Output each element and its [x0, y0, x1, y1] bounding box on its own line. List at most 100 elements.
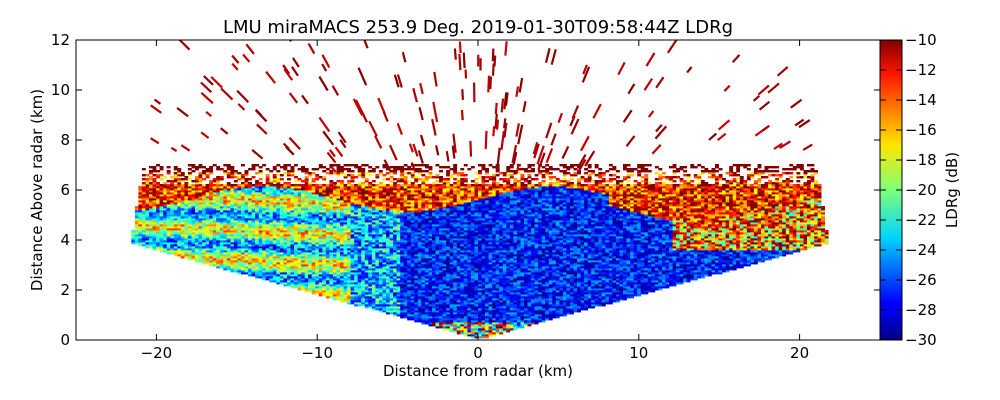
- heat-cell: [308, 272, 313, 275]
- heat-cell: [279, 190, 284, 193]
- heat-cell: [173, 188, 178, 191]
- heat-cell: [138, 208, 143, 211]
- heat-cell: [279, 250, 284, 253]
- heat-cell: [354, 192, 359, 195]
- heat-cell: [375, 270, 380, 273]
- heat-cell: [226, 268, 231, 271]
- heat-cell: [219, 264, 224, 267]
- heat-cell: [304, 170, 309, 173]
- heat-cell: [354, 238, 359, 241]
- heat-cell: [308, 274, 313, 277]
- heat-cell: [403, 190, 408, 193]
- heat-cell: [290, 218, 295, 221]
- heat-cell: [378, 248, 383, 251]
- heat-cell: [333, 272, 337, 275]
- heat-cell: [322, 252, 327, 255]
- heat-cell: [318, 244, 323, 247]
- heat-cell: [290, 170, 295, 173]
- heat-cell: [170, 192, 175, 195]
- heat-cell: [315, 174, 320, 177]
- heat-cell: [432, 296, 436, 299]
- heat-cell: [357, 184, 362, 187]
- heat-cell: [343, 186, 348, 189]
- heat-cell: [403, 292, 408, 295]
- heat-cell: [329, 196, 334, 199]
- heat-cell: [318, 224, 323, 227]
- heat-cell: [141, 202, 146, 205]
- heat-cell: [173, 232, 178, 235]
- heat-cell: [439, 306, 443, 309]
- heat-cell: [446, 284, 451, 287]
- heat-cell: [304, 184, 309, 187]
- heat-cell: [428, 234, 433, 237]
- heat-cell: [297, 262, 302, 265]
- heat-cell: [202, 254, 206, 257]
- heat-cell: [333, 232, 337, 235]
- heat-cell: [378, 216, 383, 219]
- heat-cell: [304, 178, 309, 181]
- heat-cell: [375, 216, 380, 219]
- heat-cell: [134, 226, 139, 229]
- heat-cell: [276, 216, 281, 219]
- heat-cell: [446, 318, 451, 321]
- heat-cell: [389, 204, 394, 207]
- heat-cell: [244, 254, 249, 257]
- heat-cell: [308, 194, 313, 197]
- heat-cell: [400, 284, 405, 287]
- heat-cell: [156, 202, 160, 205]
- heat-cell: [368, 274, 373, 277]
- heat-cell: [251, 240, 256, 243]
- heat-cell: [424, 266, 429, 269]
- heat-cell: [301, 278, 305, 281]
- heat-cell: [368, 268, 373, 271]
- heat-cell: [364, 220, 369, 223]
- heat-cell: [276, 182, 281, 185]
- heat-cell: [205, 176, 210, 179]
- heat-cell: [322, 226, 327, 229]
- heat-cell: [244, 258, 249, 261]
- heat-cell: [361, 232, 366, 235]
- heat-cell: [375, 176, 380, 179]
- heat-cell: [216, 214, 221, 217]
- heat-cell: [361, 304, 366, 307]
- heat-cell: [159, 220, 164, 223]
- heat-cell: [414, 286, 419, 289]
- heat-cell: [357, 282, 362, 285]
- heat-cell: [318, 240, 323, 243]
- heat-cell: [156, 236, 160, 239]
- heat-cell: [333, 268, 337, 271]
- heat-cell: [304, 176, 309, 179]
- heat-cell: [241, 266, 245, 269]
- heat-cell: [269, 274, 274, 277]
- heat-cell: [241, 222, 245, 225]
- heat-cell: [152, 228, 157, 231]
- heat-cell: [442, 264, 447, 267]
- heat-cell: [333, 190, 337, 193]
- heat-cell: [389, 268, 394, 271]
- heat-cell: [322, 288, 327, 291]
- heat-cell: [177, 218, 182, 221]
- heat-cell: [276, 264, 281, 267]
- heat-cell: [417, 264, 422, 267]
- heat-cell: [407, 282, 412, 285]
- heat-cell: [400, 266, 405, 269]
- heat-cell: [382, 234, 387, 237]
- heat-cell: [152, 192, 157, 195]
- heat-cell: [347, 274, 351, 277]
- heat-cell: [378, 214, 383, 217]
- heat-cell: [230, 268, 235, 271]
- heat-cell: [318, 218, 323, 221]
- heat-cell: [350, 268, 355, 271]
- heat-cell: [417, 212, 422, 215]
- heat-cell: [233, 226, 238, 229]
- heat-cell: [396, 256, 401, 259]
- heat-cell: [410, 310, 415, 313]
- heat-cell: [244, 268, 249, 271]
- heat-cell: [177, 210, 182, 213]
- heat-cell: [382, 242, 387, 245]
- heat-cell: [350, 222, 355, 225]
- heat-cell: [435, 184, 440, 187]
- heat-cell: [237, 176, 242, 179]
- heat-cell: [382, 298, 387, 301]
- heat-cell: [357, 224, 362, 227]
